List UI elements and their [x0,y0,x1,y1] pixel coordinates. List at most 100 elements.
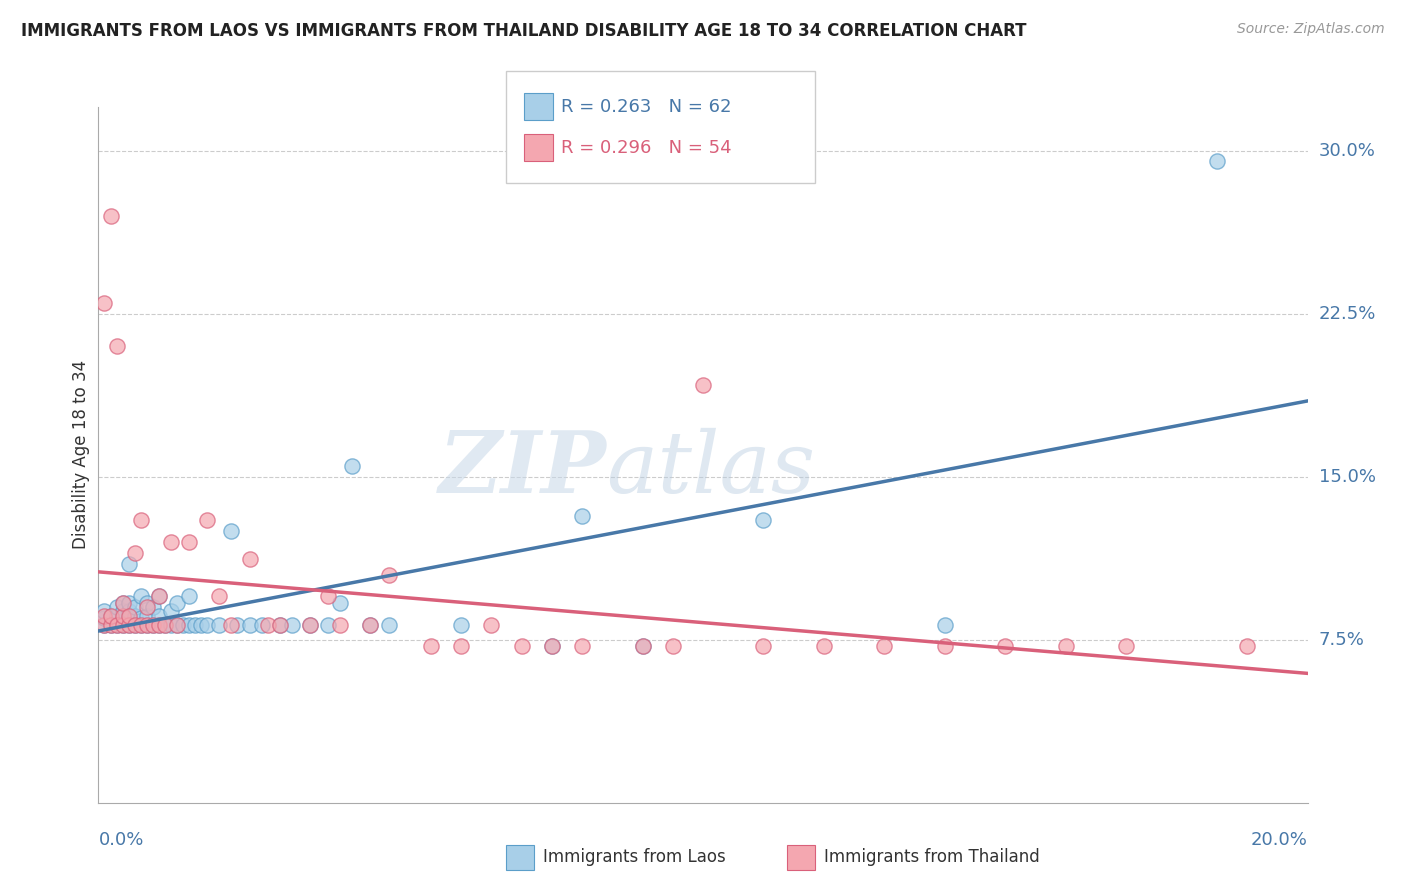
Text: atlas: atlas [606,427,815,510]
Point [135,617,157,632]
Point [93,295,115,310]
Text: 7.5%: 7.5% [1319,631,1365,648]
Point [752,513,775,527]
Point [100,608,122,623]
Point [329,596,352,610]
Point [100,617,122,632]
Point [118,596,141,610]
Point [510,639,533,653]
Point [118,605,141,619]
Point [195,513,218,527]
Point [752,639,775,653]
Point [166,617,188,632]
Point [299,617,322,632]
Point [142,617,165,632]
Point [481,617,503,632]
Point [299,617,322,632]
Point [281,617,304,632]
Point [118,608,141,623]
Point [129,617,152,632]
Point [148,589,170,603]
Y-axis label: Disability Age 18 to 34: Disability Age 18 to 34 [72,360,90,549]
Text: IMMIGRANTS FROM LAOS VS IMMIGRANTS FROM THAILAND DISABILITY AGE 18 TO 34 CORRELA: IMMIGRANTS FROM LAOS VS IMMIGRANTS FROM … [21,22,1026,40]
Text: 0.0%: 0.0% [98,830,143,848]
Point [111,605,134,619]
Point [129,611,152,625]
Point [208,617,231,632]
Point [160,535,183,549]
Point [105,617,128,632]
Point [135,600,157,615]
Point [221,524,243,538]
Point [129,513,152,527]
Point [93,608,115,623]
Text: ZIP: ZIP [439,427,606,510]
Point [100,608,122,623]
Text: 15.0%: 15.0% [1319,467,1375,485]
Point [208,589,231,603]
Point [269,617,291,632]
Text: R = 0.263   N = 62: R = 0.263 N = 62 [561,98,731,116]
Point [250,617,273,632]
Text: 20.0%: 20.0% [1251,830,1308,848]
Point [172,617,194,632]
Point [692,378,714,392]
Point [226,617,249,632]
Text: R = 0.296   N = 54: R = 0.296 N = 54 [561,139,731,157]
Point [360,617,382,632]
Text: Source: ZipAtlas.com: Source: ZipAtlas.com [1237,22,1385,37]
Point [1206,154,1229,169]
Point [256,617,278,632]
Point [177,535,201,549]
Point [93,611,115,625]
Point [111,617,134,632]
Point [316,589,339,603]
Point [377,567,399,582]
Point [111,596,134,610]
Point [239,617,262,632]
Point [93,617,115,632]
Point [571,639,593,653]
Point [813,639,835,653]
Point [111,608,134,623]
Point [540,639,562,653]
Point [118,557,141,571]
Point [105,608,128,623]
Point [450,639,472,653]
Point [135,617,157,632]
Text: 30.0%: 30.0% [1319,142,1375,160]
Point [124,617,146,632]
Point [661,639,683,653]
Point [111,596,134,610]
Point [111,617,134,632]
Point [166,596,188,610]
Point [135,608,157,623]
Point [450,617,472,632]
Point [239,552,262,566]
Point [221,617,243,632]
Point [105,339,128,353]
Text: Immigrants from Thailand: Immigrants from Thailand [824,848,1039,866]
Point [419,639,441,653]
Point [100,209,122,223]
Point [184,617,207,632]
Point [177,617,201,632]
Point [124,608,146,623]
Point [934,639,956,653]
Point [316,617,339,632]
Point [934,617,956,632]
Text: 22.5%: 22.5% [1319,304,1376,323]
Point [571,508,593,523]
Point [129,617,152,632]
Point [148,589,170,603]
Point [631,639,654,653]
Point [177,589,201,603]
Point [1054,639,1077,653]
Point [135,596,157,610]
Point [1236,639,1258,653]
Point [124,600,146,615]
Point [153,617,176,632]
Point [105,617,128,632]
Point [377,617,399,632]
Point [269,617,291,632]
